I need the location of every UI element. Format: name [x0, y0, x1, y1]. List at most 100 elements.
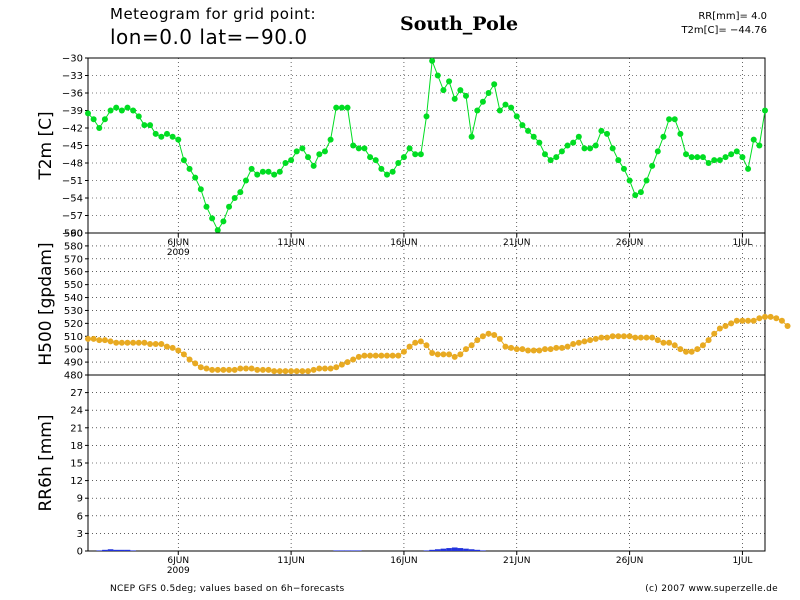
data-point [344, 104, 351, 111]
data-point [773, 315, 780, 322]
precip-bar [119, 549, 125, 551]
y-tick-label: 9 [77, 494, 83, 505]
data-point [209, 215, 216, 222]
data-point [147, 122, 154, 129]
data-point [519, 346, 526, 353]
data-point [412, 339, 419, 346]
data-point [462, 346, 469, 353]
data-point [711, 157, 718, 164]
data-point [248, 165, 255, 172]
data-point [474, 107, 481, 114]
data-point [558, 148, 565, 155]
data-point [316, 365, 323, 372]
data-point [626, 333, 633, 340]
data-point [592, 335, 599, 342]
data-point [180, 157, 187, 164]
data-point [203, 365, 210, 372]
data-point [124, 339, 131, 346]
data-point [384, 171, 391, 178]
data-point [699, 342, 706, 349]
x-date-label: 11JUN [277, 238, 304, 248]
data-point [254, 366, 261, 373]
y-tick-label: −48 [62, 159, 83, 170]
data-point [733, 148, 740, 155]
y-tick-label: −60 [62, 229, 83, 240]
data-point [417, 338, 424, 345]
data-point [451, 353, 458, 360]
data-point [299, 368, 306, 375]
x-year-label: 2009 [167, 248, 190, 258]
y-tick-label: 12 [70, 476, 83, 487]
data-point [288, 368, 295, 375]
y-tick-label: −39 [62, 106, 83, 117]
data-point [197, 186, 204, 193]
y-tick-label: −30 [62, 54, 83, 65]
data-point [186, 165, 193, 172]
data-point [462, 92, 469, 99]
data-point [237, 189, 244, 196]
data-point [406, 343, 413, 350]
x-date-label: 6JUN [167, 238, 189, 248]
data-point [541, 151, 548, 158]
data-point [192, 174, 199, 181]
data-point [666, 116, 673, 123]
data-point [716, 157, 723, 164]
x-year-label: 2009 [167, 566, 190, 576]
data-point [90, 116, 97, 123]
x-date-label: 1JUL [732, 238, 752, 248]
data-point [372, 352, 379, 359]
precip-bar [96, 550, 103, 551]
data-point [508, 344, 515, 351]
data-point [220, 366, 227, 373]
data-point [632, 334, 639, 341]
data-point [654, 337, 661, 344]
data-point [220, 218, 227, 225]
data-point [180, 351, 187, 358]
data-point [457, 351, 464, 358]
data-point [677, 346, 684, 353]
data-point [564, 343, 571, 350]
data-point [118, 339, 125, 346]
data-point [214, 366, 221, 373]
data-point [762, 107, 768, 114]
precip-bar [480, 550, 486, 551]
data-point [163, 343, 170, 350]
data-point [423, 342, 430, 349]
data-point [541, 346, 548, 353]
data-point [587, 145, 594, 152]
data-point [620, 165, 627, 172]
data-point [130, 339, 137, 346]
data-point [762, 313, 768, 320]
data-point [395, 352, 402, 359]
panel-frame [87, 57, 766, 234]
data-point [632, 192, 639, 199]
data-point [400, 348, 407, 355]
data-point [609, 145, 616, 152]
series-line [87, 60, 766, 232]
data-point [305, 368, 312, 375]
data-point [96, 125, 103, 131]
station-name: South_Pole [400, 13, 519, 35]
data-point [434, 72, 441, 79]
data-point [485, 330, 492, 337]
data-point [575, 133, 582, 140]
data-point [705, 160, 712, 166]
data-point [429, 350, 436, 357]
data-point [733, 317, 740, 324]
data-point [530, 347, 537, 354]
data-point [158, 341, 165, 348]
data-point [491, 81, 498, 88]
data-point [152, 341, 159, 348]
data-point [756, 142, 763, 149]
data-point [683, 348, 690, 355]
data-point [491, 331, 498, 338]
data-point [293, 148, 300, 155]
y-tick-label: 21 [70, 423, 83, 434]
precip-bar [463, 548, 469, 551]
data-point [400, 154, 407, 161]
data-point [502, 101, 509, 108]
data-point [327, 136, 334, 143]
data-point [226, 203, 233, 210]
data-point [85, 110, 91, 117]
data-point [508, 104, 515, 111]
